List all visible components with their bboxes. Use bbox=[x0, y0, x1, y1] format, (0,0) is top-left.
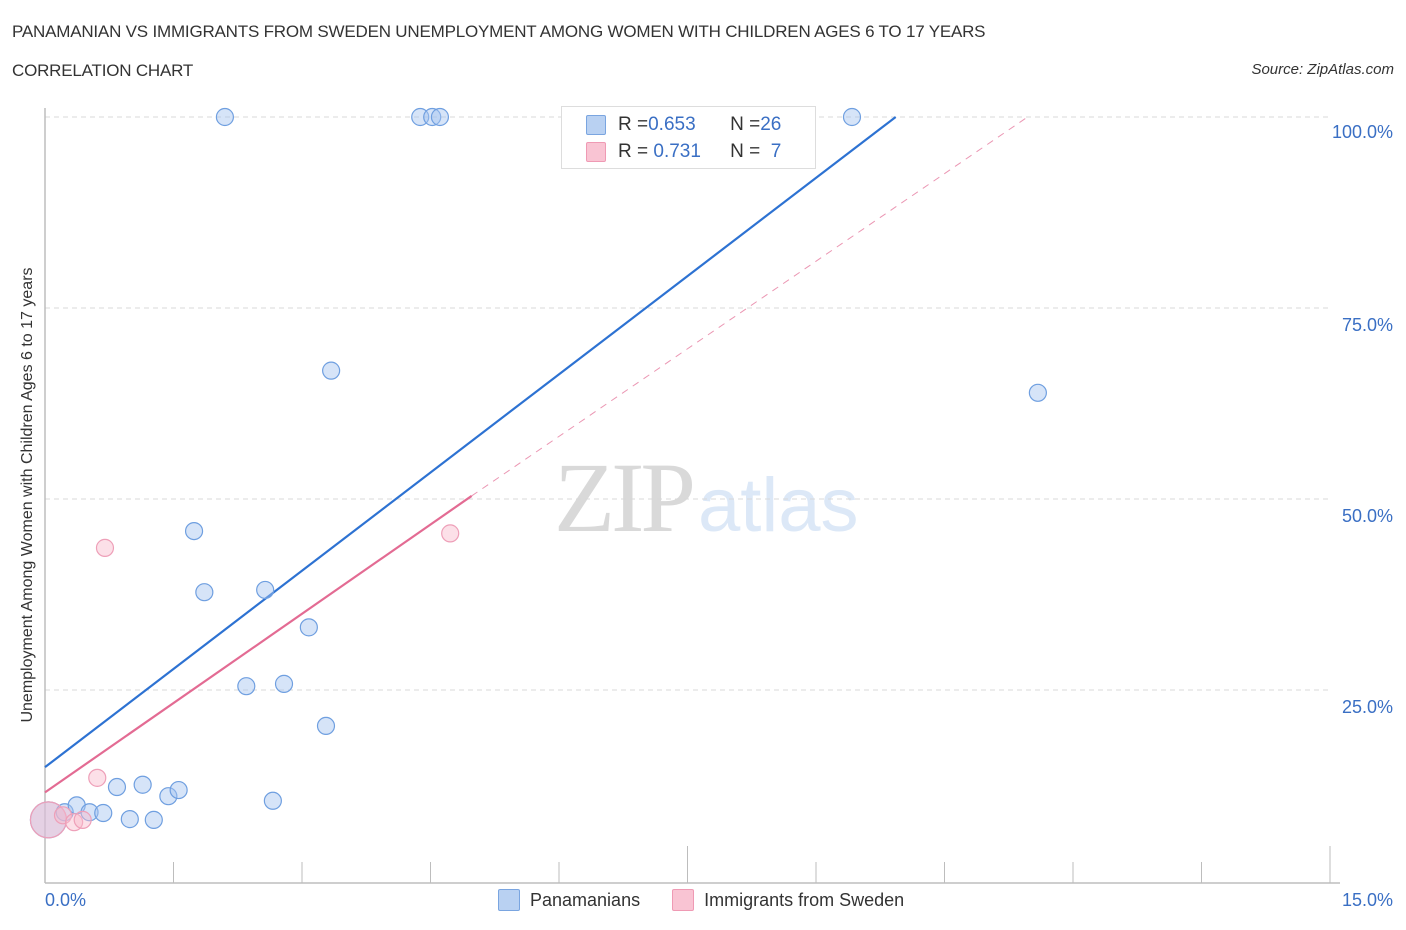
trendline-panamanians bbox=[44, 116, 897, 769]
point-panamanian bbox=[256, 580, 275, 600]
gridlines bbox=[45, 116, 1330, 691]
point-panamanian bbox=[144, 810, 163, 829]
n-value: 7 bbox=[760, 141, 782, 162]
source-credit: Source: ZipAtlas.com bbox=[1251, 61, 1394, 78]
point-panamanian bbox=[322, 361, 341, 380]
y-tick-100: 100.0% bbox=[1331, 122, 1393, 142]
watermark-zip: ZIP bbox=[554, 442, 696, 553]
watermark-atlas: atlas bbox=[698, 463, 859, 548]
legend-label: Immigrants from Sweden bbox=[704, 889, 905, 910]
point-panamanian bbox=[263, 791, 282, 810]
point-panamanian bbox=[423, 107, 442, 127]
data-points bbox=[29, 107, 1047, 839]
point-panamanian bbox=[195, 583, 214, 602]
watermark: ZIPatlas bbox=[554, 440, 859, 555]
point-panamanian bbox=[316, 716, 336, 736]
point-panamanian bbox=[237, 677, 256, 696]
point-panamanian bbox=[94, 803, 113, 823]
y-axis-title: Unemployment Among Women with Children A… bbox=[19, 267, 36, 723]
stats-legend: R = 0.653 N = 26 R = 0.731 N = 7 bbox=[561, 106, 816, 169]
chart-title: PANAMANIAN VS IMMIGRANTS FROM SWEDEN UNE… bbox=[12, 22, 986, 41]
point-panamanian bbox=[842, 107, 862, 127]
point-sweden bbox=[88, 768, 107, 787]
chart-subtitle: CORRELATION CHART bbox=[12, 61, 194, 80]
point-panamanian bbox=[299, 618, 318, 637]
point-sweden bbox=[73, 810, 92, 829]
point-sweden bbox=[53, 806, 73, 825]
series-legend: Panamanians Immigrants from Sweden bbox=[498, 889, 936, 911]
point-panamanian bbox=[169, 780, 188, 800]
point-panamanian bbox=[1028, 383, 1047, 402]
legend-swatch-pink bbox=[586, 142, 606, 162]
trendlines bbox=[44, 116, 1028, 794]
legend-swatch-blue bbox=[498, 889, 520, 911]
legend-row-panamanians: R = 0.653 N = 26 bbox=[586, 114, 781, 136]
point-panamanian bbox=[80, 803, 99, 822]
r-value: 0.653 bbox=[648, 114, 696, 135]
point-panamanian bbox=[159, 787, 178, 806]
r-value: 0.731 bbox=[648, 141, 701, 162]
point-sweden bbox=[95, 538, 115, 557]
point-panamanian bbox=[430, 107, 450, 127]
n-label: N = bbox=[730, 141, 761, 162]
point-sweden bbox=[441, 524, 460, 543]
x-tick-min: 0.0% bbox=[45, 890, 87, 910]
point-panamanian bbox=[133, 775, 152, 794]
legend-label: Panamanians bbox=[530, 889, 641, 910]
y-tick-25: 25.0% bbox=[1341, 697, 1393, 717]
y-tick-75: 75.0% bbox=[1341, 315, 1393, 335]
axes bbox=[44, 108, 1340, 884]
legend-swatch-blue bbox=[586, 115, 606, 135]
legend-item-sweden[interactable]: Immigrants from Sweden bbox=[672, 889, 904, 911]
n-value: 26 bbox=[760, 114, 782, 135]
point-panamanian bbox=[215, 107, 234, 127]
r-label: R = bbox=[618, 114, 649, 135]
point-panamanian bbox=[274, 674, 294, 693]
trendline-sweden-extension bbox=[471, 116, 1028, 497]
r-label: R = bbox=[618, 141, 649, 162]
n-label: N = bbox=[730, 114, 761, 135]
point-panamanian bbox=[120, 810, 139, 829]
legend-item-panamanians[interactable]: Panamanians bbox=[498, 889, 640, 911]
trendline-sweden bbox=[44, 495, 473, 794]
point-panamanian bbox=[107, 777, 127, 797]
legend-row-sweden: R = 0.731 N = 7 bbox=[586, 141, 781, 163]
y-tick-50: 50.0% bbox=[1341, 506, 1393, 526]
x-tick-max: 15.0% bbox=[1341, 890, 1393, 910]
legend-swatch-pink bbox=[672, 889, 695, 911]
point-panamanian bbox=[184, 521, 204, 541]
